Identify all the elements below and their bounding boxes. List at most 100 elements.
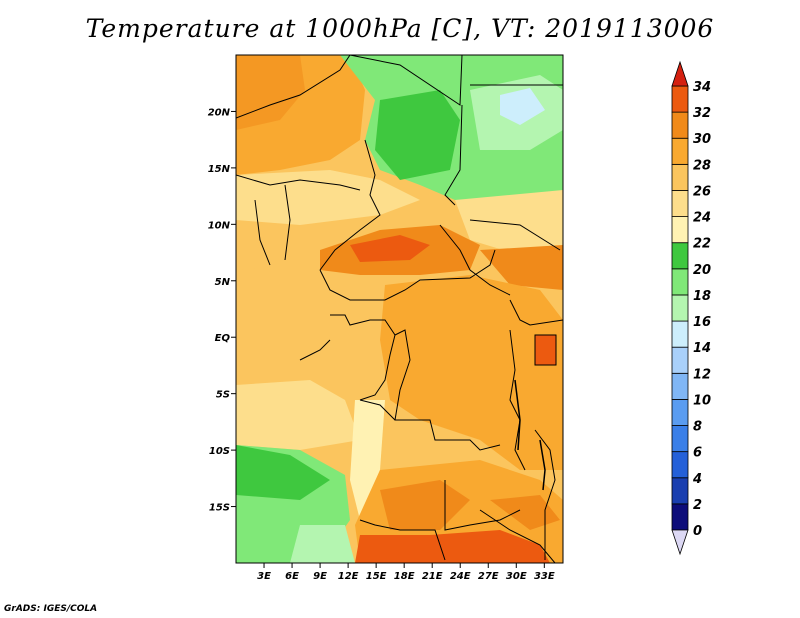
lon-tick-label: 3E xyxy=(257,571,271,582)
lon-tick-label: 18E xyxy=(394,571,415,582)
border-drc-angola xyxy=(394,329,501,451)
colorbar-box xyxy=(671,503,689,531)
colorbar-label: 18 xyxy=(693,289,711,304)
lat-tick-label: 15S xyxy=(209,503,230,514)
field-angola-coast-22-24 xyxy=(350,400,385,520)
colorbar-bottom-triangle xyxy=(671,529,689,556)
colorbar-label: 16 xyxy=(693,315,711,330)
field-ne-cool-20-22 xyxy=(375,90,460,180)
lat-tick-label: 15N xyxy=(208,164,231,175)
colorbar-label: 28 xyxy=(693,158,711,173)
colorbar-box xyxy=(671,451,689,479)
lon-tick-label: 27E xyxy=(478,571,499,582)
border-algeria-niger xyxy=(236,55,351,119)
lat-tick-label: 5N xyxy=(215,277,231,288)
field-lake-victoria-hot xyxy=(535,335,556,365)
border-ghana-togo xyxy=(254,199,271,266)
map-frame xyxy=(235,54,564,564)
lon-tick-label: 24E xyxy=(450,571,471,582)
lon-tick-label: 33E xyxy=(534,571,555,582)
lon-tick-label: 15E xyxy=(366,571,387,582)
border-gabon-congo xyxy=(330,314,396,401)
colorbar-box xyxy=(671,268,689,296)
temperature-field xyxy=(236,55,563,563)
border-namibia-angola xyxy=(359,519,446,561)
colorbar-label: 10 xyxy=(693,393,711,408)
lon-tick-label: 30E xyxy=(506,571,527,582)
border-mali-burkina-niger xyxy=(236,174,361,191)
colorbar-label: 12 xyxy=(693,367,711,382)
border-zimbabwe xyxy=(479,509,556,563)
colorbar-top-triangle xyxy=(671,60,689,87)
field-congo-28-30 xyxy=(380,275,563,470)
border-cabinda xyxy=(359,399,396,421)
colorbar-label: 0 xyxy=(693,524,702,539)
lat-tick-label: 10S xyxy=(209,446,230,457)
colorbar-box xyxy=(671,320,689,348)
field-atlantic-20-22 xyxy=(236,445,330,500)
colorbar-box xyxy=(671,477,689,505)
lat-tick-label: 5S xyxy=(216,390,230,401)
lake-malawi-outline xyxy=(539,439,546,491)
colorbar-box xyxy=(671,425,689,453)
colorbar-box xyxy=(671,399,689,426)
field-atlantic-26-28 xyxy=(236,265,330,385)
colorbar-box xyxy=(671,163,689,191)
colorbar-label: 22 xyxy=(693,237,711,252)
lat-tick-label: 10N xyxy=(208,220,231,231)
lon-tick-label: 21E xyxy=(422,571,443,582)
colorbar-label: 30 xyxy=(693,132,711,147)
colorbar-label: 20 xyxy=(693,263,711,278)
colorbar-box xyxy=(671,111,689,139)
colorbar-box xyxy=(671,294,689,322)
lake-victoria-outline xyxy=(534,334,557,366)
country-borders xyxy=(236,55,563,563)
longitude-axis: 3E 6E 9E 12E 15E 18E 21E 24E 27E 30E 33E xyxy=(257,563,555,582)
coast-equatorial-guinea xyxy=(299,339,331,361)
colorbar-label: 32 xyxy=(693,106,711,121)
lon-tick-label: 9E xyxy=(313,571,327,582)
border-malawi-mozambique xyxy=(534,429,556,560)
field-east-30-32 xyxy=(480,245,563,290)
border-south-sudan xyxy=(439,224,511,296)
field-south-32-34 xyxy=(355,530,550,563)
colorbar-box xyxy=(671,372,689,400)
colorbar-label: 2 xyxy=(693,498,702,513)
field-south-east-30-32 xyxy=(490,495,560,530)
colorbar-box xyxy=(671,190,689,217)
lat-tick-label: EQ xyxy=(215,333,231,344)
colorbar-box xyxy=(671,137,689,165)
colorbar-label: 14 xyxy=(693,341,711,356)
field-atlantic-24-26 xyxy=(236,380,360,450)
colorbar-label: 6 xyxy=(693,446,702,461)
field-sahel-24-26 xyxy=(236,170,420,225)
colorbar-box xyxy=(671,216,689,244)
border-libya-chad xyxy=(349,55,463,106)
colorbar-box xyxy=(671,242,689,270)
latitude-axis: 20N 15N 10N 5N EQ 5S 10S 15S xyxy=(208,107,236,514)
colorbar-box xyxy=(671,346,689,374)
border-benin xyxy=(284,184,291,261)
border-zambia-west xyxy=(444,480,521,531)
lon-tick-label: 12E xyxy=(338,571,359,582)
lon-tick-label: 6E xyxy=(285,571,299,582)
border-chad-sudan xyxy=(444,104,463,206)
colorbar-label: 34 xyxy=(693,80,711,95)
border-drc-east xyxy=(509,329,526,471)
colorbar-label: 8 xyxy=(693,420,702,435)
border-car-north xyxy=(319,249,496,301)
colorbar-label: 26 xyxy=(693,184,711,199)
map-title: Temperature at 1000hPa [C], VT: 20191130… xyxy=(85,14,715,43)
colorbar-label: 4 xyxy=(692,472,702,487)
field-band-32-34 xyxy=(350,235,430,262)
border-uganda-north xyxy=(509,299,563,326)
lat-tick-label: 20N xyxy=(208,107,231,118)
lake-tanganyika-outline xyxy=(514,379,521,451)
field-atlantic-16-18 xyxy=(290,525,355,563)
field-ne-cool-14-16 xyxy=(500,88,545,125)
field-south-30-32 xyxy=(380,480,470,530)
colorbar-label: 24 xyxy=(693,211,711,226)
colorbar-box xyxy=(671,85,689,113)
